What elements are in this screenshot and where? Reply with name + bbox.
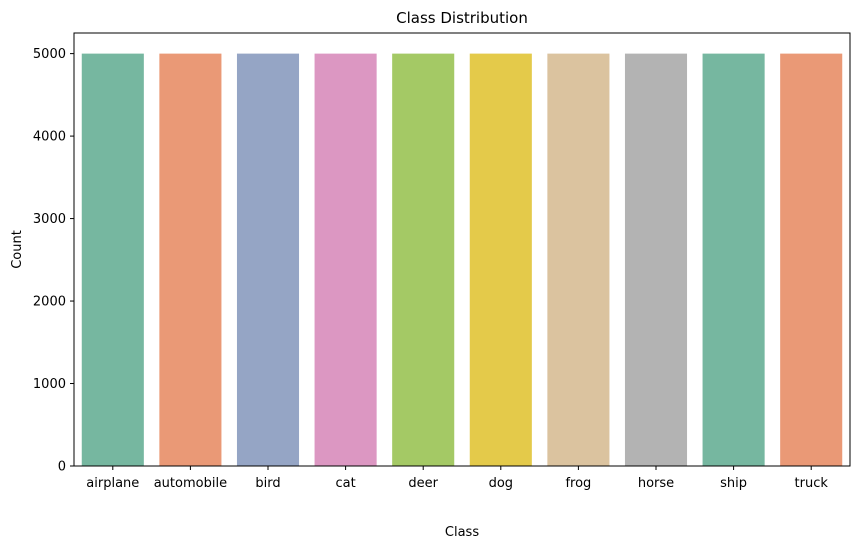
x-axis-label: Class — [445, 525, 479, 540]
x-tick-label: frog — [565, 476, 591, 491]
bar-horse — [624, 53, 688, 467]
x-tick-label: truck — [795, 476, 829, 491]
x-tick-label: dog — [489, 476, 513, 491]
x-tick-label: airplane — [86, 476, 139, 491]
y-axis: 0 1000 2000 3000 4000 5000 — [33, 47, 74, 475]
x-tick-label: ship — [720, 476, 747, 491]
bar-automobile — [159, 53, 222, 467]
y-tick-label: 4000 — [33, 130, 66, 145]
x-tick-label: automobile — [154, 476, 227, 491]
bar-truck — [780, 53, 843, 467]
bar-frog — [547, 53, 610, 467]
bar-deer — [392, 53, 455, 467]
bar-dog — [469, 53, 532, 467]
y-axis-label: Count — [10, 230, 25, 269]
x-tick-label: deer — [408, 476, 438, 491]
y-tick-label: 1000 — [33, 377, 66, 392]
y-tick-label: 3000 — [33, 212, 66, 227]
bar-airplane — [81, 53, 144, 467]
x-tick-label: horse — [638, 476, 674, 491]
x-tick-label: bird — [255, 476, 280, 491]
y-tick-label: 2000 — [33, 295, 66, 310]
plot-area-frame — [73, 32, 851, 467]
y-tick-label: 0 — [58, 460, 66, 475]
bar-bird — [236, 53, 300, 467]
y-tick-label: 5000 — [33, 47, 66, 62]
bar-cat — [314, 53, 377, 467]
x-tick-label: cat — [335, 476, 355, 491]
bar-ship — [702, 53, 765, 467]
x-axis: airplane automobile bird cat deer dog frog hors… — [86, 466, 828, 491]
chart-title: Class Distribution — [396, 9, 528, 27]
bars-group — [81, 53, 843, 467]
